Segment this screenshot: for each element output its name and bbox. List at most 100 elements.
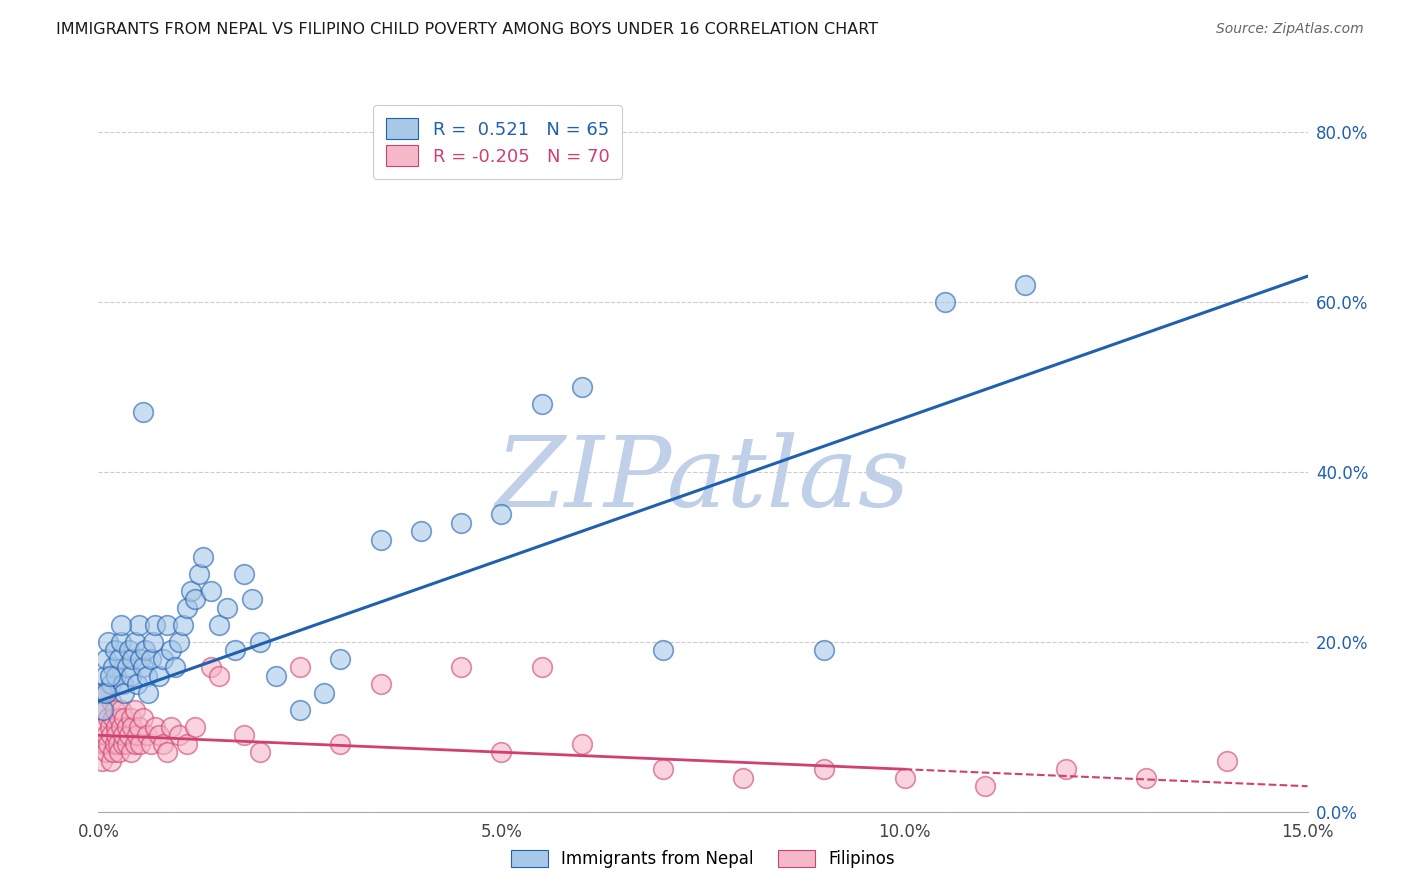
Point [288, 703, 311, 717]
Point [1216, 754, 1239, 768]
Point [91, 703, 114, 717]
Point [111, 728, 134, 742]
Point [103, 737, 125, 751]
Point [91, 686, 114, 700]
Point [143, 720, 166, 734]
Point [893, 771, 915, 785]
Point [118, 728, 141, 742]
Point [100, 754, 122, 768]
Point [98, 669, 121, 683]
Point [100, 728, 122, 742]
Point [224, 643, 246, 657]
Point [129, 651, 152, 665]
Point [208, 617, 231, 632]
Point [100, 677, 122, 691]
Legend: R =  0.521   N = 65, R = -0.205   N = 70: R = 0.521 N = 65, R = -0.205 N = 70 [373, 105, 621, 178]
Point [329, 651, 352, 665]
Point [208, 669, 231, 683]
Text: ZIPatlas: ZIPatlas [496, 432, 910, 527]
Point [132, 405, 155, 419]
Point [1135, 771, 1157, 785]
Point [121, 720, 143, 734]
Point [813, 762, 835, 776]
Point [94, 703, 117, 717]
Point [184, 592, 207, 607]
Point [127, 677, 149, 691]
Point [129, 737, 152, 751]
Point [111, 677, 134, 691]
Point [176, 737, 198, 751]
Point [94, 669, 117, 683]
Point [156, 617, 179, 632]
Point [107, 711, 129, 725]
Point [90, 737, 112, 751]
Point [124, 737, 146, 751]
Point [93, 686, 115, 700]
Text: Source: ZipAtlas.com: Source: ZipAtlas.com [1216, 22, 1364, 37]
Point [160, 643, 183, 657]
Point [264, 669, 287, 683]
Point [96, 728, 118, 742]
Point [160, 720, 183, 734]
Point [128, 617, 150, 632]
Point [97, 634, 120, 648]
Point [167, 634, 190, 648]
Point [115, 660, 138, 674]
Point [148, 728, 170, 742]
Point [134, 643, 156, 657]
Point [120, 745, 142, 759]
Point [103, 643, 125, 657]
Point [143, 617, 166, 632]
Point [409, 524, 432, 539]
Point [120, 669, 142, 683]
Point [200, 660, 222, 674]
Point [110, 720, 132, 734]
Point [193, 549, 215, 564]
Point [450, 660, 472, 674]
Point [232, 566, 254, 581]
Point [132, 711, 155, 725]
Point [98, 720, 121, 734]
Point [94, 737, 117, 751]
Point [491, 745, 513, 759]
Point [110, 634, 132, 648]
Point [152, 651, 174, 665]
Point [139, 737, 162, 751]
Point [733, 771, 755, 785]
Point [96, 686, 118, 700]
Point [103, 703, 125, 717]
Point [115, 720, 138, 734]
Point [571, 737, 593, 751]
Point [107, 651, 129, 665]
Point [249, 745, 271, 759]
Point [974, 779, 997, 793]
Point [232, 728, 254, 742]
Point [156, 745, 179, 759]
Point [101, 745, 124, 759]
Point [188, 566, 211, 581]
Text: IMMIGRANTS FROM NEPAL VS FILIPINO CHILD POVERTY AMONG BOYS UNDER 16 CORRELATION : IMMIGRANTS FROM NEPAL VS FILIPINO CHILD … [56, 22, 879, 37]
Point [139, 651, 162, 665]
Point [148, 669, 170, 683]
Point [180, 583, 202, 598]
Point [249, 634, 271, 648]
Point [107, 737, 129, 751]
Point [491, 507, 513, 521]
Legend: Immigrants from Nepal, Filipinos: Immigrants from Nepal, Filipinos [505, 843, 901, 875]
Point [94, 745, 117, 759]
Point [97, 711, 120, 725]
Point [571, 380, 593, 394]
Point [91, 754, 114, 768]
Point [142, 634, 165, 648]
Point [124, 703, 146, 717]
Point [1054, 762, 1077, 776]
Point [163, 660, 186, 674]
Point [94, 686, 117, 700]
Point [124, 634, 146, 648]
Point [132, 660, 155, 674]
Point [172, 617, 194, 632]
Point [112, 711, 135, 725]
Point [184, 720, 207, 734]
Point [115, 737, 138, 751]
Point [100, 694, 122, 708]
